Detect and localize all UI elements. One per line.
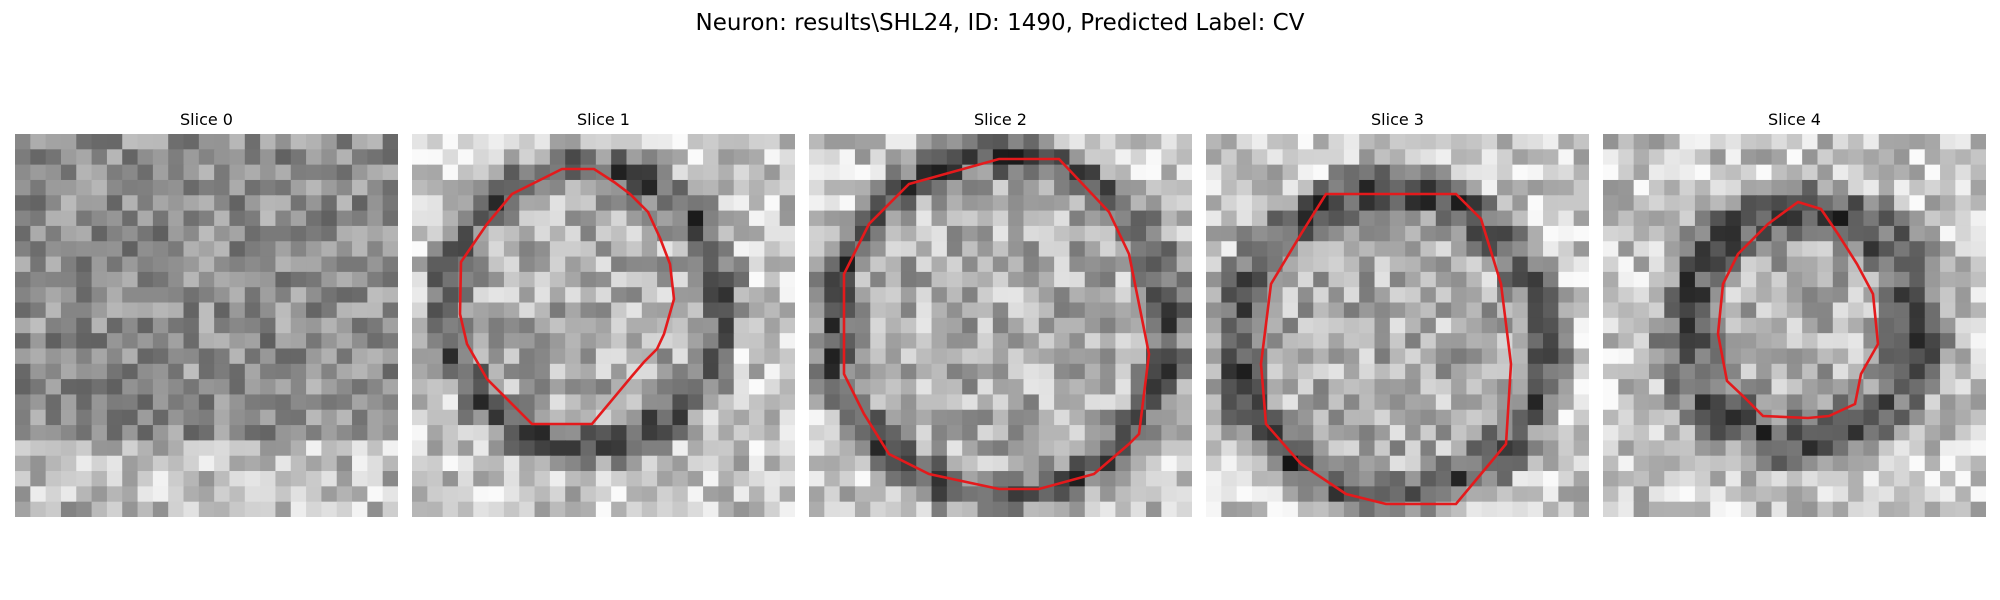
- slice-panel-2: Slice 2: [809, 110, 1192, 517]
- contour-overlay-1: [458, 167, 676, 426]
- contour-overlay-2: [842, 157, 1151, 491]
- slice-panel-4: Slice 4: [1603, 110, 1986, 517]
- slice-title-2: Slice 2: [974, 110, 1027, 129]
- slice-image-1: [412, 134, 795, 517]
- slice-panel-1: Slice 1: [412, 110, 795, 517]
- segmentation-contour: [842, 157, 1151, 491]
- grayscale-texture-2: [809, 134, 1192, 517]
- slice-image-0: [15, 134, 398, 517]
- slice-title-3: Slice 3: [1371, 110, 1424, 129]
- slice-panel-0: Slice 0: [15, 110, 398, 517]
- figure-title: Neuron: results\SHL24, ID: 1490, Predict…: [695, 10, 1305, 36]
- grayscale-texture-4: [1603, 134, 1986, 517]
- slice-panel-3: Slice 3: [1206, 110, 1589, 517]
- slice-image-2: [809, 134, 1192, 517]
- slice-title-0: Slice 0: [180, 110, 233, 129]
- segmentation-contour: [1716, 200, 1880, 420]
- grayscale-texture-1: [412, 134, 795, 517]
- segmentation-contour: [1259, 192, 1513, 506]
- segmentation-contour: [458, 167, 676, 426]
- slice-title-4: Slice 4: [1768, 110, 1821, 129]
- contour-overlay-4: [1716, 200, 1880, 420]
- grayscale-texture-0: [15, 134, 398, 517]
- slice-image-3: [1206, 134, 1589, 517]
- grayscale-texture-3: [1206, 134, 1589, 517]
- slice-image-4: [1603, 134, 1986, 517]
- slice-title-1: Slice 1: [577, 110, 630, 129]
- contour-overlay-3: [1259, 192, 1513, 506]
